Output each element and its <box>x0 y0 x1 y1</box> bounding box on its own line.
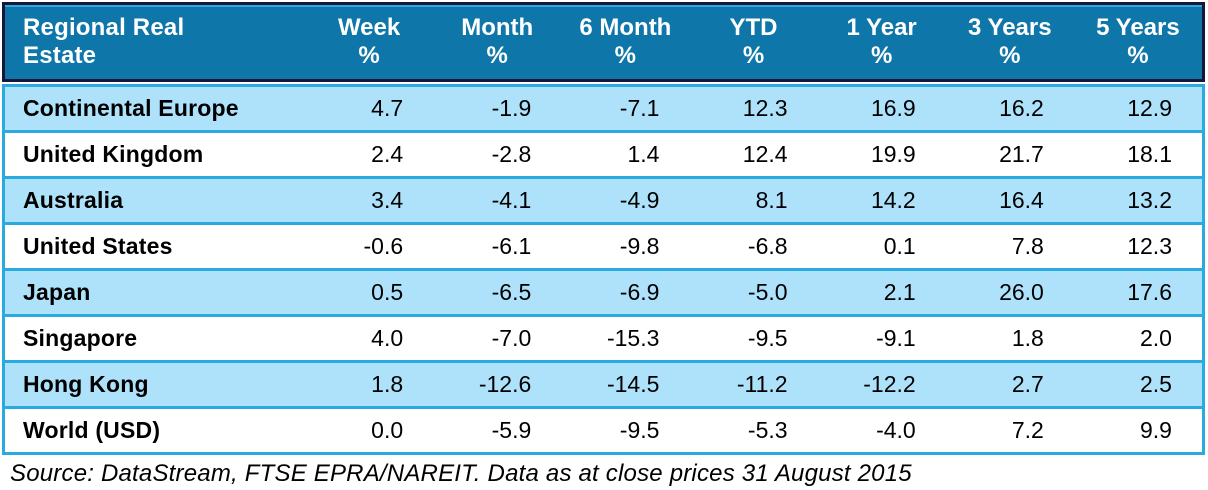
row-name: United Kingdom <box>23 141 204 167</box>
row-value: -9.5 <box>747 325 788 351</box>
row-value: -5.3 <box>747 417 788 443</box>
row-value: -12.2 <box>863 371 916 397</box>
row-name: Japan <box>23 279 91 305</box>
column-header: 5 Years % <box>1096 14 1180 69</box>
row-value: -11.2 <box>736 371 788 397</box>
row-value: 14.2 <box>870 187 916 213</box>
row-value: 12.9 <box>1127 95 1172 121</box>
column-header: YTD % <box>729 14 778 69</box>
column-header: Month % <box>461 14 534 69</box>
row-value: -2.8 <box>491 141 532 167</box>
table-row: Australia 3.4 -4.1 -4.9 8.1 14.2 16.4 13.2 <box>5 179 1202 225</box>
row-value: -6.9 <box>619 279 660 305</box>
table-row: Hong Kong 1.8 -12.6 -14.5 -11.2 -12.2 2.7 2.5 <box>5 363 1202 409</box>
row-value: 2.5 <box>1140 371 1172 397</box>
table-body: Continental Europe 4.7 -1.9 -7.1 12.3 16.9 16… <box>2 84 1205 455</box>
row-value: -15.3 <box>606 325 660 351</box>
row-value: -0.6 <box>363 233 404 259</box>
row-value: 12.3 <box>1127 233 1172 259</box>
row-value: 8.1 <box>755 187 788 213</box>
row-value: 18.1 <box>1127 141 1172 167</box>
table-row: United States -0.6 -6.1 -9.8 -6.8 0.1 7.8 12.3 <box>5 225 1202 271</box>
row-value: 17.6 <box>1127 279 1172 305</box>
row-value: -6.5 <box>491 279 532 305</box>
column-header: 1 Year % <box>846 14 917 69</box>
regional-real-estate-table: Regional Real Estate Week % Month % 6 Mont… <box>2 2 1205 455</box>
column-header: Week % <box>337 14 401 69</box>
row-value: 1.4 <box>627 141 660 167</box>
row-name: Singapore <box>23 325 138 351</box>
source-note: Source: DataStream, FTSE EPRA/NAREIT. Da… <box>10 460 912 487</box>
table-row: Continental Europe 4.7 -1.9 -7.1 12.3 16.9 16… <box>5 87 1202 133</box>
row-value: 21.7 <box>999 141 1044 167</box>
row-name: Hong Kong <box>23 371 149 397</box>
row-value: 7.8 <box>1011 233 1044 259</box>
row-value: 12.4 <box>742 141 788 167</box>
row-value: -5.0 <box>747 279 788 305</box>
row-value: -4.9 <box>619 187 660 213</box>
row-value: 0.1 <box>883 233 916 259</box>
column-header: 3 Years % <box>967 14 1052 69</box>
table-row: Singapore 4.0 -7.0 -15.3 -9.5 -9.1 1.8 2.0 <box>5 317 1202 363</box>
row-value: 4.7 <box>371 95 404 121</box>
row-value: 2.1 <box>883 279 916 305</box>
row-value: 16.9 <box>870 95 916 121</box>
row-name: World (USD) <box>23 417 161 443</box>
table-row: World (USD) 0.0 -5.9 -9.5 -5.3 -4.0 7.2 9.9 <box>5 409 1202 452</box>
row-value: 16.4 <box>999 187 1044 213</box>
row-value: -6.8 <box>747 233 788 259</box>
row-value: 2.7 <box>1011 371 1044 397</box>
row-value: -14.5 <box>606 371 660 397</box>
row-value: 0.5 <box>371 279 404 305</box>
row-value: -9.8 <box>619 233 660 259</box>
row-value: 9.9 <box>1140 417 1172 443</box>
row-value: 1.8 <box>1011 325 1044 351</box>
row-value: 2.0 <box>1140 325 1172 351</box>
row-value: -7.1 <box>619 95 660 121</box>
row-value: -9.1 <box>876 325 916 351</box>
row-value: -4.0 <box>876 417 916 443</box>
row-name: United States <box>23 233 173 259</box>
row-value: 2.4 <box>371 141 404 167</box>
row-value: 16.2 <box>999 95 1044 121</box>
row-name: Continental Europe <box>23 95 239 121</box>
row-value: 26.0 <box>999 279 1044 305</box>
row-value: 12.3 <box>742 95 788 121</box>
row-name: Australia <box>23 187 124 213</box>
table-row: Japan 0.5 -6.5 -6.9 -5.0 2.1 26.0 17.6 <box>5 271 1202 317</box>
row-value: -7.0 <box>491 325 532 351</box>
row-value: -9.5 <box>619 417 660 443</box>
row-value: 13.2 <box>1127 187 1172 213</box>
table-title: Regional Real Estate <box>23 14 185 69</box>
row-value: -4.1 <box>491 187 532 213</box>
table-row: United Kingdom 2.4 -2.8 1.4 12.4 19.9 21.7 18.… <box>5 133 1202 179</box>
header-row: Regional Real Estate Week % Month % 6 Mont… <box>2 2 1205 82</box>
row-value: -1.9 <box>491 95 532 121</box>
row-value: 19.9 <box>870 141 916 167</box>
row-value: 0.0 <box>371 417 404 443</box>
row-value: 4.0 <box>371 325 404 351</box>
row-value: -6.1 <box>491 233 532 259</box>
row-value: 7.2 <box>1011 417 1044 443</box>
column-header: 6 Month % <box>579 14 672 69</box>
row-value: 3.4 <box>371 187 404 213</box>
row-value: -5.9 <box>491 417 532 443</box>
row-value: 1.8 <box>371 371 404 397</box>
row-value: -12.6 <box>478 371 532 397</box>
